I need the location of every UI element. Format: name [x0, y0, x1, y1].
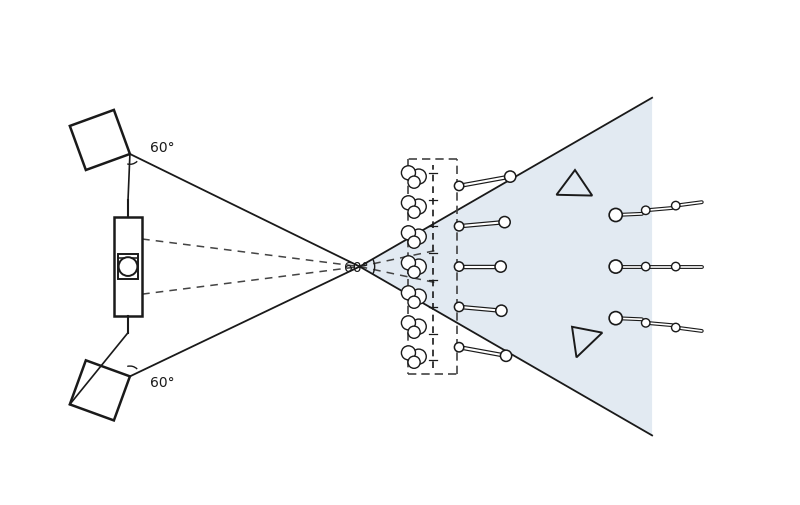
Circle shape — [499, 217, 510, 228]
Circle shape — [402, 226, 415, 240]
Circle shape — [611, 314, 620, 322]
Circle shape — [408, 176, 420, 188]
Circle shape — [402, 316, 415, 330]
Circle shape — [411, 229, 426, 244]
Circle shape — [408, 326, 420, 338]
Circle shape — [402, 346, 415, 360]
Circle shape — [496, 305, 507, 316]
Circle shape — [609, 260, 622, 273]
Polygon shape — [70, 361, 130, 421]
Circle shape — [609, 312, 622, 325]
Polygon shape — [360, 98, 652, 435]
Circle shape — [611, 263, 620, 271]
Circle shape — [609, 209, 622, 222]
Circle shape — [402, 196, 415, 210]
Circle shape — [671, 263, 680, 271]
Circle shape — [505, 171, 516, 182]
Circle shape — [402, 256, 415, 270]
Circle shape — [642, 319, 650, 327]
Circle shape — [411, 199, 426, 214]
Text: 60°: 60° — [150, 141, 174, 155]
Circle shape — [454, 181, 464, 190]
Polygon shape — [70, 110, 130, 170]
Circle shape — [408, 296, 420, 309]
Circle shape — [454, 302, 464, 312]
Circle shape — [408, 236, 420, 248]
Circle shape — [402, 166, 415, 180]
Circle shape — [411, 349, 426, 364]
Circle shape — [495, 261, 506, 272]
Circle shape — [411, 259, 426, 274]
Bar — [118, 255, 138, 279]
Circle shape — [118, 257, 138, 276]
Circle shape — [671, 323, 680, 332]
Circle shape — [408, 266, 420, 278]
Bar — [114, 217, 142, 316]
Circle shape — [411, 169, 426, 184]
Circle shape — [611, 211, 620, 219]
Circle shape — [642, 206, 650, 215]
Circle shape — [454, 342, 464, 352]
Circle shape — [454, 262, 464, 271]
Circle shape — [411, 289, 426, 304]
Circle shape — [454, 222, 464, 231]
Circle shape — [411, 319, 426, 334]
Text: 60°: 60° — [150, 376, 174, 390]
Circle shape — [408, 206, 420, 218]
Text: 60°: 60° — [344, 261, 368, 275]
Circle shape — [671, 201, 680, 210]
Circle shape — [501, 350, 512, 362]
Circle shape — [402, 286, 415, 300]
Circle shape — [642, 263, 650, 271]
Circle shape — [408, 356, 420, 368]
